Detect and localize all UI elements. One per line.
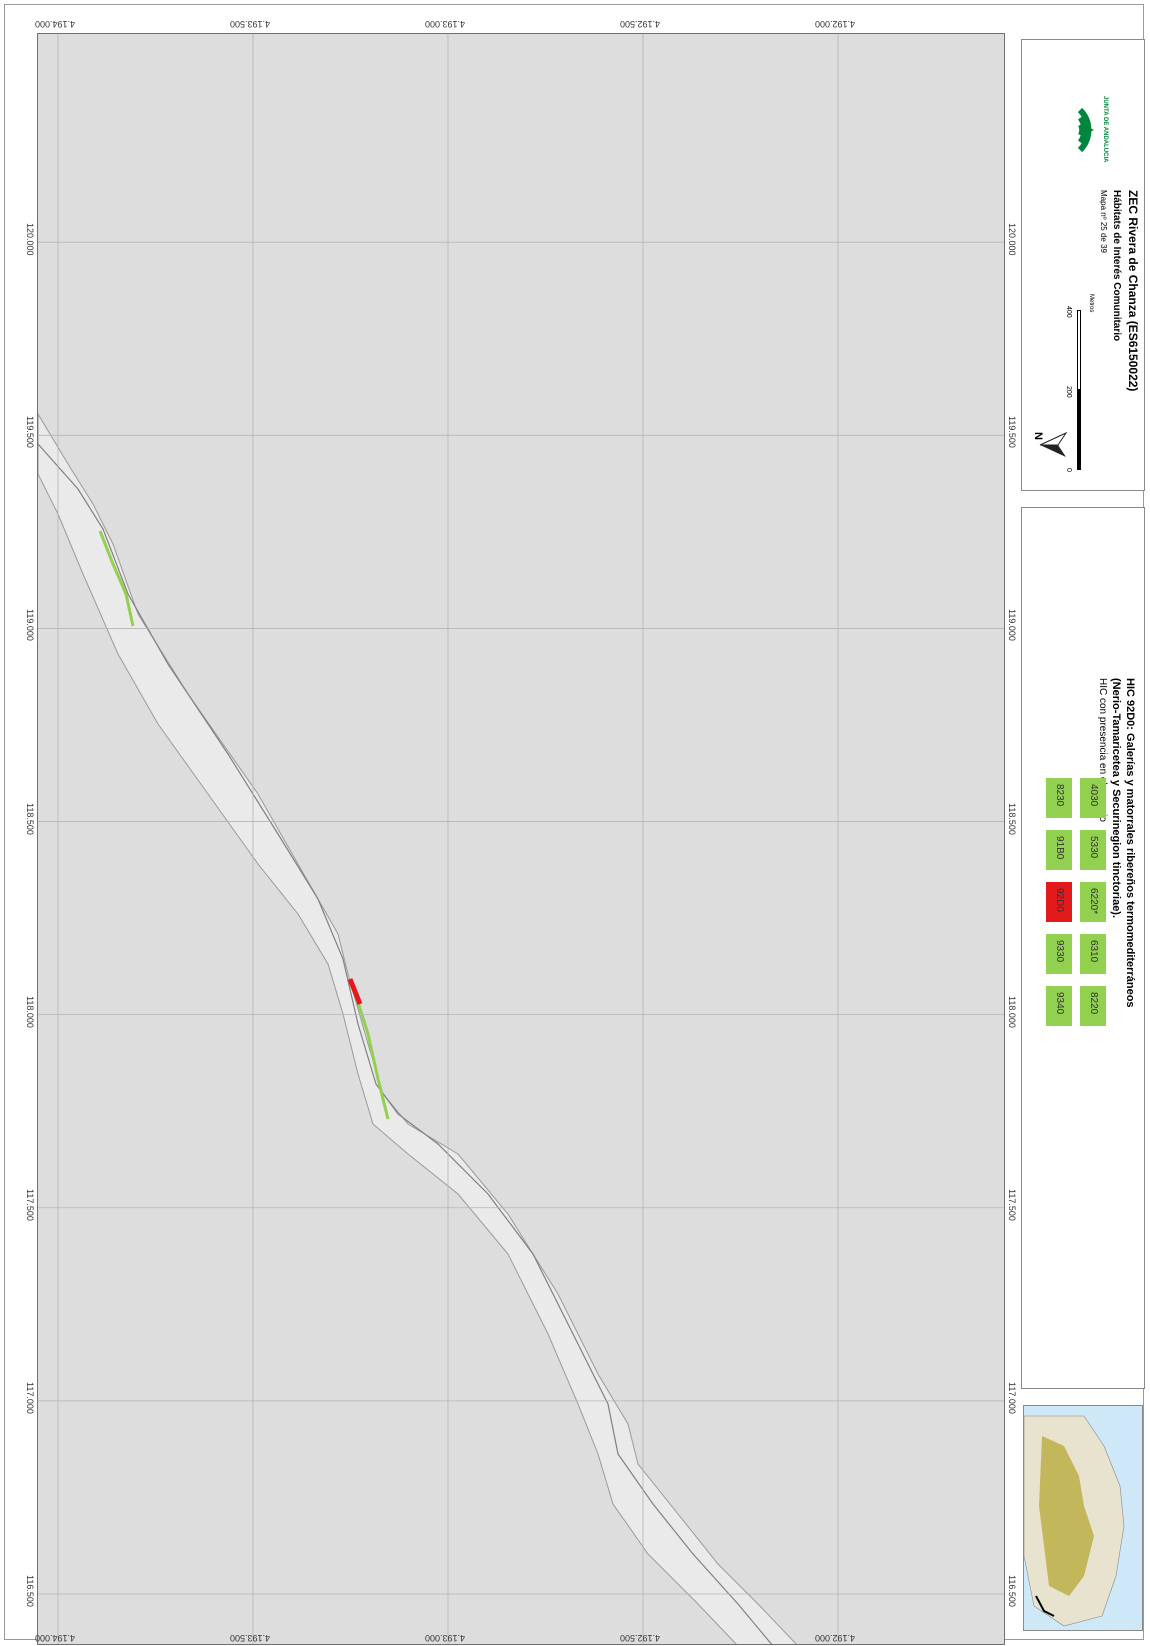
y-tick-label: 4.193.000 xyxy=(425,19,466,29)
map-subtitle: Hábitats de Interés Comunitario xyxy=(1111,190,1122,342)
legend-code-9340: 9340 xyxy=(1046,986,1072,1026)
x-tick-label: 116.500 xyxy=(25,1575,35,1607)
legend-code-label: 92D0 xyxy=(1054,888,1065,912)
x-tick-label: 119.500 xyxy=(25,416,35,449)
legend-heading-2: (Nerio-Tamaricetea y Securinegion tincto… xyxy=(1110,678,1122,919)
legend-code-6310: 6310 xyxy=(1080,934,1106,974)
legend: HIC 92D0: Galerías y matorrales ribereño… xyxy=(1021,507,1145,1389)
x-tick-label: 120.000 xyxy=(1007,223,1017,256)
junta-logo xyxy=(1050,90,1110,170)
legend-code-label: 9330 xyxy=(1054,940,1065,963)
grid-lines xyxy=(38,34,1004,1644)
scale-label-0: 0 xyxy=(1065,468,1072,472)
x-tick-label: 118.500 xyxy=(25,802,35,835)
y-tick-label: 4.192.000 xyxy=(815,19,856,29)
scale-label-400: 400 xyxy=(1065,306,1072,318)
x-tick-label: 118.000 xyxy=(25,995,35,1028)
y-tick-label: 4.193.000 xyxy=(425,1633,466,1643)
legend-code-91B0: 91B0 xyxy=(1046,830,1072,870)
habitat-92d0-segment xyxy=(347,978,363,1005)
legend-code-8230: 8230 xyxy=(1046,778,1072,818)
y-tick-label: 4.193.500 xyxy=(230,1633,271,1643)
inset-map-canvas xyxy=(1024,1406,1142,1630)
scale-unit: Metros xyxy=(1088,294,1094,313)
x-tick-label: 117.000 xyxy=(25,1381,35,1414)
y-tick-label: 4.192.500 xyxy=(620,19,661,29)
legend-code-label: 5330 xyxy=(1088,836,1099,859)
legend-code-5330: 5330 xyxy=(1080,830,1106,870)
x-tick-label: 117.500 xyxy=(25,1188,35,1221)
north-arrow-icon xyxy=(1032,425,1072,465)
x-tick-label: 117.500 xyxy=(1007,1188,1017,1221)
legend-code-label: 6220* xyxy=(1088,888,1099,915)
legend-code-label: 8220 xyxy=(1088,992,1099,1015)
legend-code-6220-star: 6220* xyxy=(1080,882,1106,922)
y-tick-label: 4.194.000 xyxy=(35,1633,76,1643)
legend-code-92D0: 92D0 xyxy=(1046,882,1072,922)
main-map[interactable] xyxy=(37,33,1005,1645)
x-tick-label: 118.500 xyxy=(1007,802,1017,835)
map-canvas[interactable] xyxy=(38,34,1005,1645)
legend-code-9330: 9330 xyxy=(1046,934,1072,974)
legend-code-label: 8230 xyxy=(1054,784,1065,807)
river-line xyxy=(38,443,773,1644)
map-sheet: 116.500 117.000 117.500 118.000 118.500 119.0… xyxy=(4,4,1145,1645)
legend-code-label: 6310 xyxy=(1088,940,1099,963)
title-block: ZEC Rivera de Chanza (ES6150022) Hábitat… xyxy=(1021,39,1145,491)
x-tick-label: 119.500 xyxy=(1007,416,1017,449)
legend-code-label: 4030 xyxy=(1088,784,1099,807)
basemap xyxy=(38,34,1004,1644)
legend-heading: HIC 92D0: Galerías y matorrales ribereño… xyxy=(1124,678,1136,1008)
legend-code-label: 9340 xyxy=(1054,992,1065,1015)
x-tick-label: 117.000 xyxy=(1007,1381,1017,1414)
legend-code-label: 91B0 xyxy=(1054,836,1065,860)
legend-code-8220: 8220 xyxy=(1080,986,1106,1026)
scale-bar xyxy=(1074,310,1084,470)
inset-map-andalucia xyxy=(1023,1405,1143,1631)
y-tick-label: 4.192.000 xyxy=(815,1633,856,1643)
x-tick-label: 116.500 xyxy=(1007,1575,1017,1607)
map-title: ZEC Rivera de Chanza (ES6150022) xyxy=(1126,190,1140,392)
legend-code-4030: 4030 xyxy=(1080,778,1106,818)
map-number: Mapa nº 25 de 39 xyxy=(1099,190,1108,253)
y-tick-label: 4.193.500 xyxy=(230,19,271,29)
junta-logo-icon xyxy=(1077,107,1094,153)
y-tick-label: 4.194.000 xyxy=(35,19,76,29)
north-label: N xyxy=(1032,432,1044,440)
habitat-present-segment xyxy=(98,530,135,627)
habitat-present-segment xyxy=(356,1001,390,1120)
x-tick-label: 119.000 xyxy=(1007,609,1017,642)
logo-text: JUNTA DE ANDALUCIA xyxy=(1102,96,1108,163)
scale-label-200: 200 xyxy=(1065,386,1072,398)
x-tick-label: 118.000 xyxy=(1007,995,1017,1028)
x-tick-label: 119.000 xyxy=(25,609,35,642)
y-tick-label: 4.192.500 xyxy=(620,1633,661,1643)
x-tick-label: 120.000 xyxy=(25,223,35,256)
